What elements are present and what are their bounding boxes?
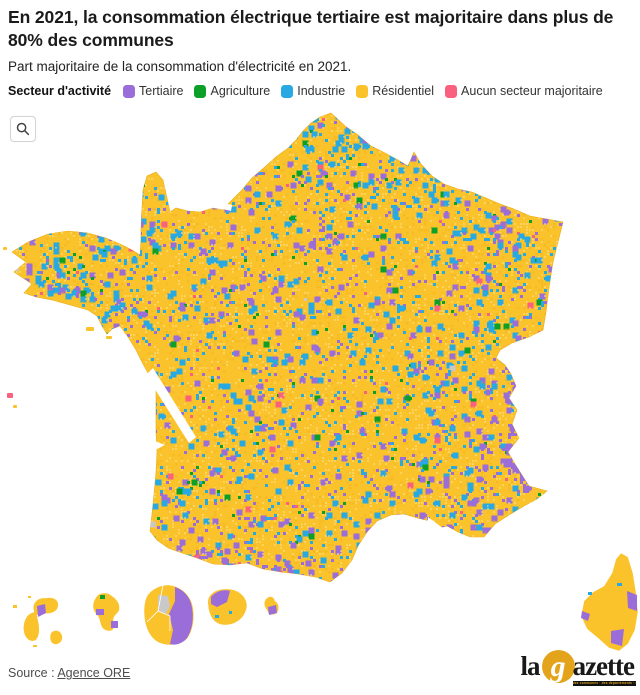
legend-item: Agriculture [194,84,270,98]
legend-swatch [445,84,458,98]
logo-g-disc: g [541,650,575,683]
territory-guadeloupe[interactable] [13,596,63,647]
legend-item-label: Résidentiel [372,84,435,98]
legend-title: Secteur d'activité [8,84,112,98]
logo-text-azette: azette des communes · des départements ·… [572,651,636,686]
legend-item-label: Industrie [297,84,346,98]
legend-item: Résidentiel [356,84,434,98]
legend-item: Industrie [281,84,345,98]
map-search-button[interactable] [10,116,36,142]
source-prefix: Source : [8,666,58,680]
territory-martinique[interactable] [92,592,120,632]
legend-swatch [194,84,207,98]
header: En 2021, la consommation électrique tert… [8,6,636,74]
legend-item: Tertiaire [123,84,183,98]
logo-text-la: la [520,651,541,681]
legend-item-label: Aucun secteur majoritaire [461,84,603,98]
legend-item-label: Tertiaire [139,84,184,98]
source-link[interactable]: Agence ORE [57,666,131,680]
legend-item: Aucun secteur majoritaire [445,84,603,98]
search-icon [16,122,30,136]
territory-corse[interactable] [580,552,639,652]
la-gazette-logo: la g azette des communes · des départeme… [520,650,636,686]
page-title: En 2021, la consommation électrique tert… [8,7,614,51]
legend-swatch [281,84,294,98]
page-subtitle: Part majoritaire de la consommation d'él… [8,59,352,75]
logo-tagline: des communes · des départements · des ré… [572,681,636,686]
territory-mayotte[interactable] [263,596,279,615]
territory-guyane[interactable] [143,584,194,646]
territory-reunion[interactable] [207,588,248,626]
legend-item-label: Agriculture [210,84,271,98]
legend-swatch [356,84,369,98]
legend: Secteur d'activité Tertiaire Agriculture… [8,84,603,98]
legend-swatch [123,84,136,98]
source-line: Source : Agence ORE [8,666,130,680]
